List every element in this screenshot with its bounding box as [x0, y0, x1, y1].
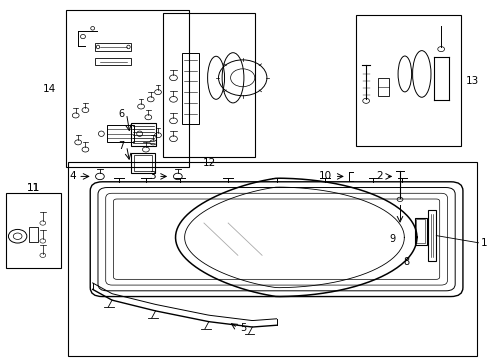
Bar — [134, 155, 151, 171]
Bar — [427, 211, 435, 261]
Bar — [356, 15, 460, 146]
Bar — [414, 218, 426, 244]
Text: 6: 6 — [118, 109, 124, 119]
Bar — [66, 10, 189, 167]
Text: 7: 7 — [118, 141, 124, 151]
Text: 8: 8 — [403, 257, 409, 267]
Text: 2: 2 — [376, 171, 382, 181]
Text: 3: 3 — [149, 171, 155, 181]
Bar — [5, 193, 61, 268]
Bar — [95, 58, 131, 65]
Bar — [131, 123, 155, 146]
Text: 9: 9 — [388, 234, 394, 244]
Bar — [29, 227, 39, 242]
Bar — [377, 78, 388, 96]
Text: 12: 12 — [203, 158, 216, 168]
Bar — [95, 43, 131, 51]
Bar — [68, 162, 476, 356]
Text: 11: 11 — [27, 183, 40, 193]
Text: 11: 11 — [27, 183, 40, 193]
Text: 4: 4 — [69, 171, 76, 181]
Bar — [182, 53, 199, 125]
Text: 14: 14 — [43, 84, 56, 94]
Text: 1: 1 — [480, 238, 487, 248]
Bar — [163, 13, 254, 157]
Text: 13: 13 — [465, 76, 478, 86]
Bar — [107, 125, 134, 142]
Text: 10: 10 — [319, 171, 331, 181]
Bar — [131, 153, 154, 173]
Text: 5: 5 — [240, 323, 246, 333]
Bar — [416, 219, 424, 243]
